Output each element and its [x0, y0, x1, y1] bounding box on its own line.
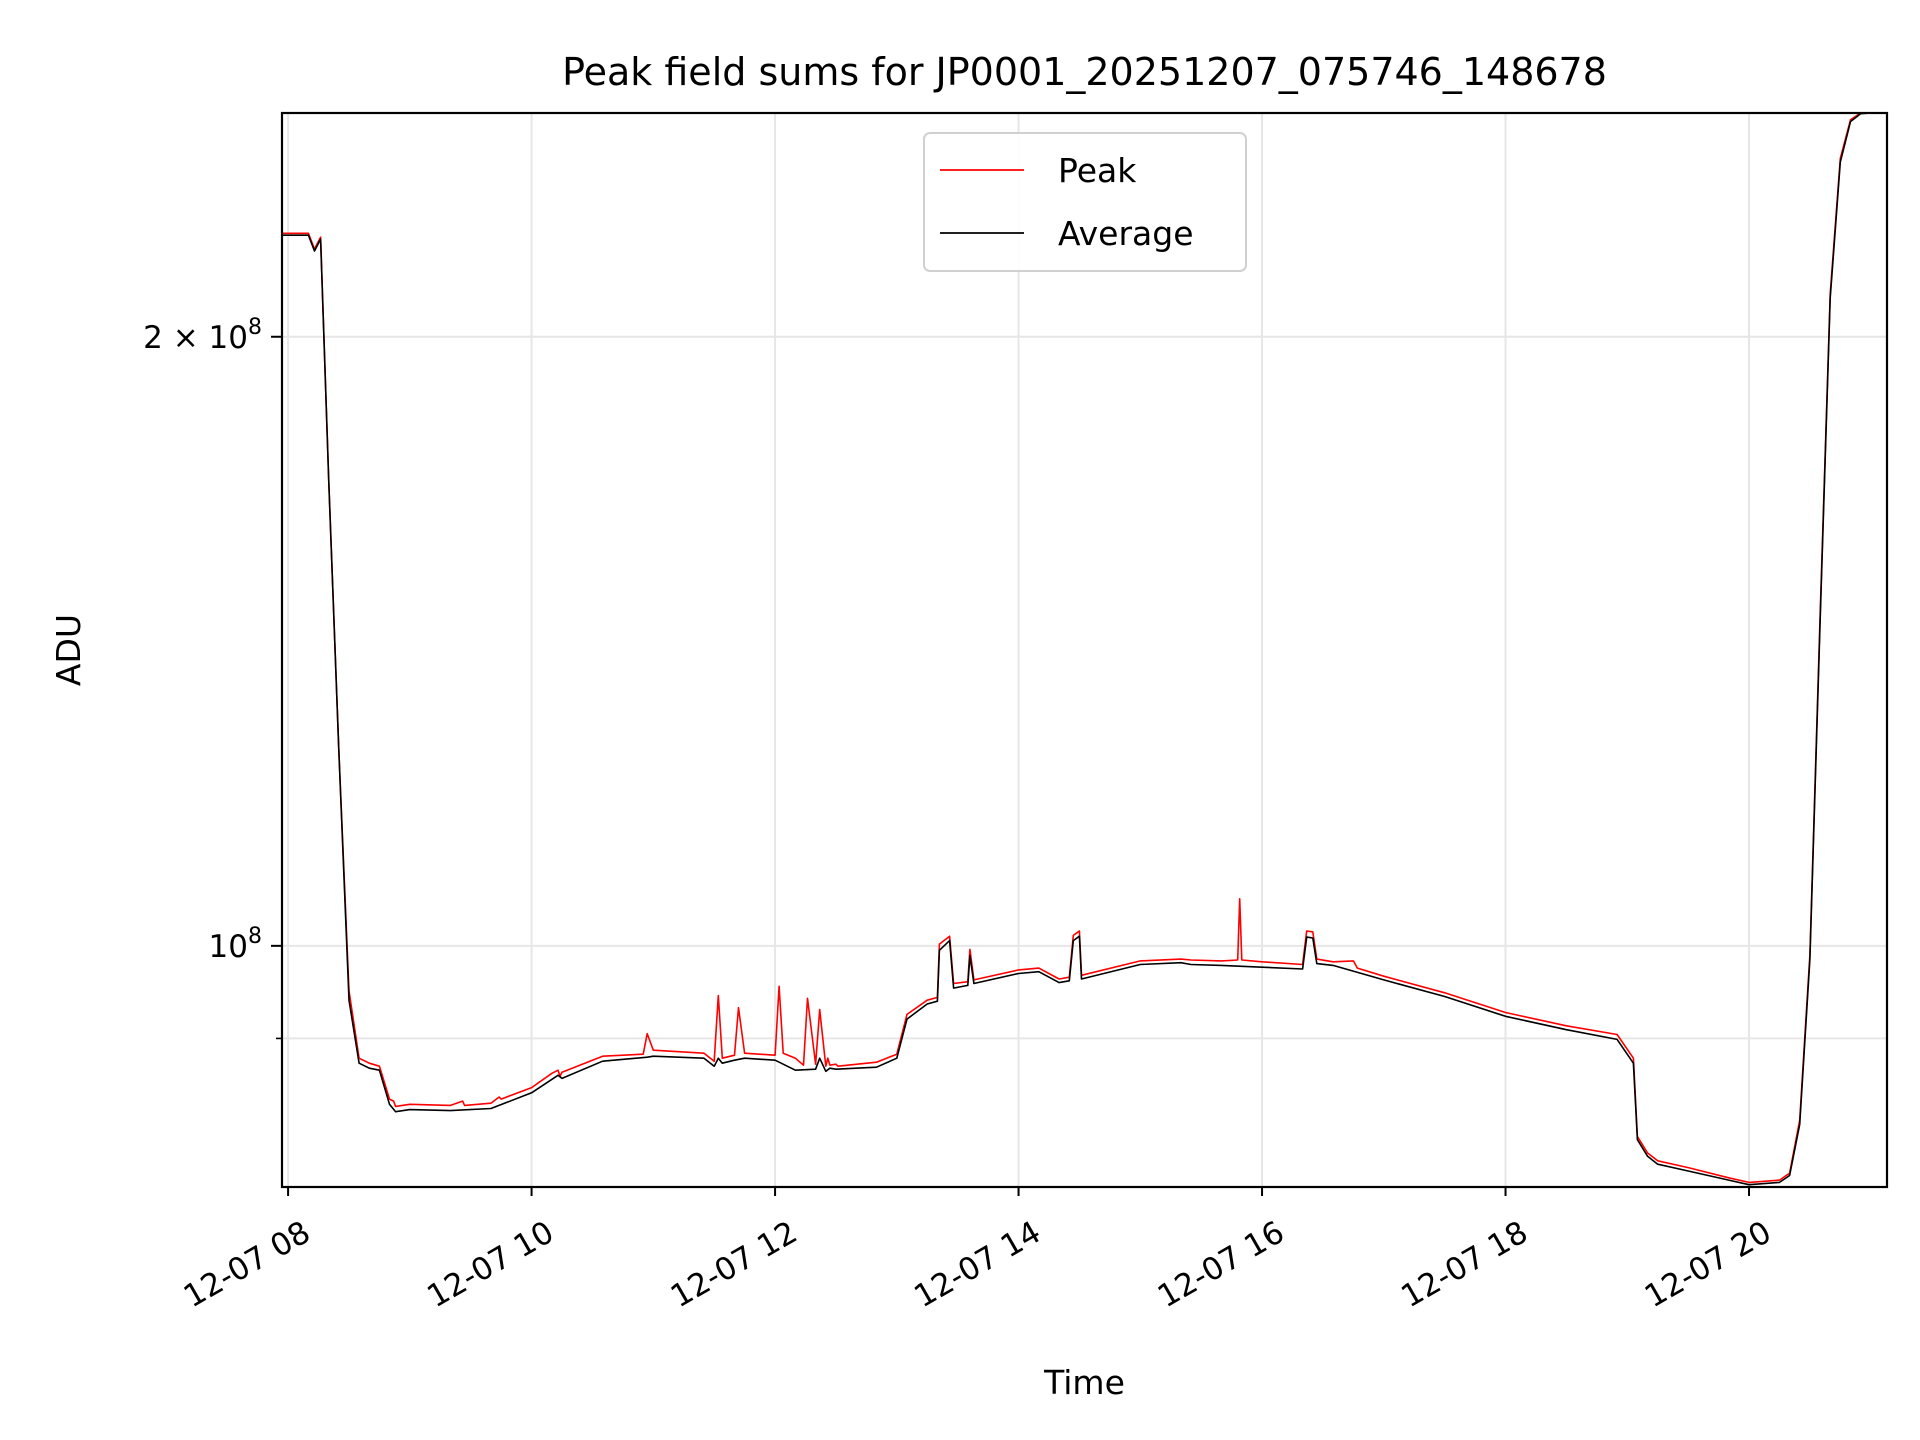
y-axis-label: ADU [49, 614, 88, 686]
x-axis-ticks: 12-07 08 12-07 10 12-07 12 12-07 14 12-07 16… [178, 1187, 1778, 1315]
chart-title: Peak field sums for JP0001_20251207_0757… [562, 50, 1607, 94]
x-axis-label: Time [1043, 1363, 1125, 1402]
series-line-peak [282, 112, 1887, 1184]
x-tick-label: 12-07 12 [665, 1214, 804, 1315]
x-tick-label: 12-07 14 [908, 1214, 1047, 1315]
grid-lines [282, 113, 1887, 1187]
legend-box [923, 132, 1247, 272]
x-tick-label: 12-07 08 [178, 1214, 317, 1315]
x-tick-label: 12-07 10 [421, 1214, 560, 1315]
legend: Peak Average [923, 132, 1247, 272]
x-tick-label: 12-07 18 [1395, 1214, 1534, 1315]
series-line-average [282, 112, 1887, 1186]
y-tick-label: 108 [209, 924, 262, 965]
y-tick-label: 2 × 108 [143, 315, 262, 356]
legend-label-average: Average [1058, 214, 1194, 253]
plot-frame [280, 111, 1889, 1189]
y-axis-ticks: 2 × 108 108 [143, 315, 282, 1040]
series-lines [282, 112, 1887, 1186]
x-tick-label: 12-07 20 [1639, 1214, 1778, 1315]
x-tick-label: 12-07 16 [1152, 1214, 1291, 1315]
legend-label-peak: Peak [1058, 151, 1137, 190]
